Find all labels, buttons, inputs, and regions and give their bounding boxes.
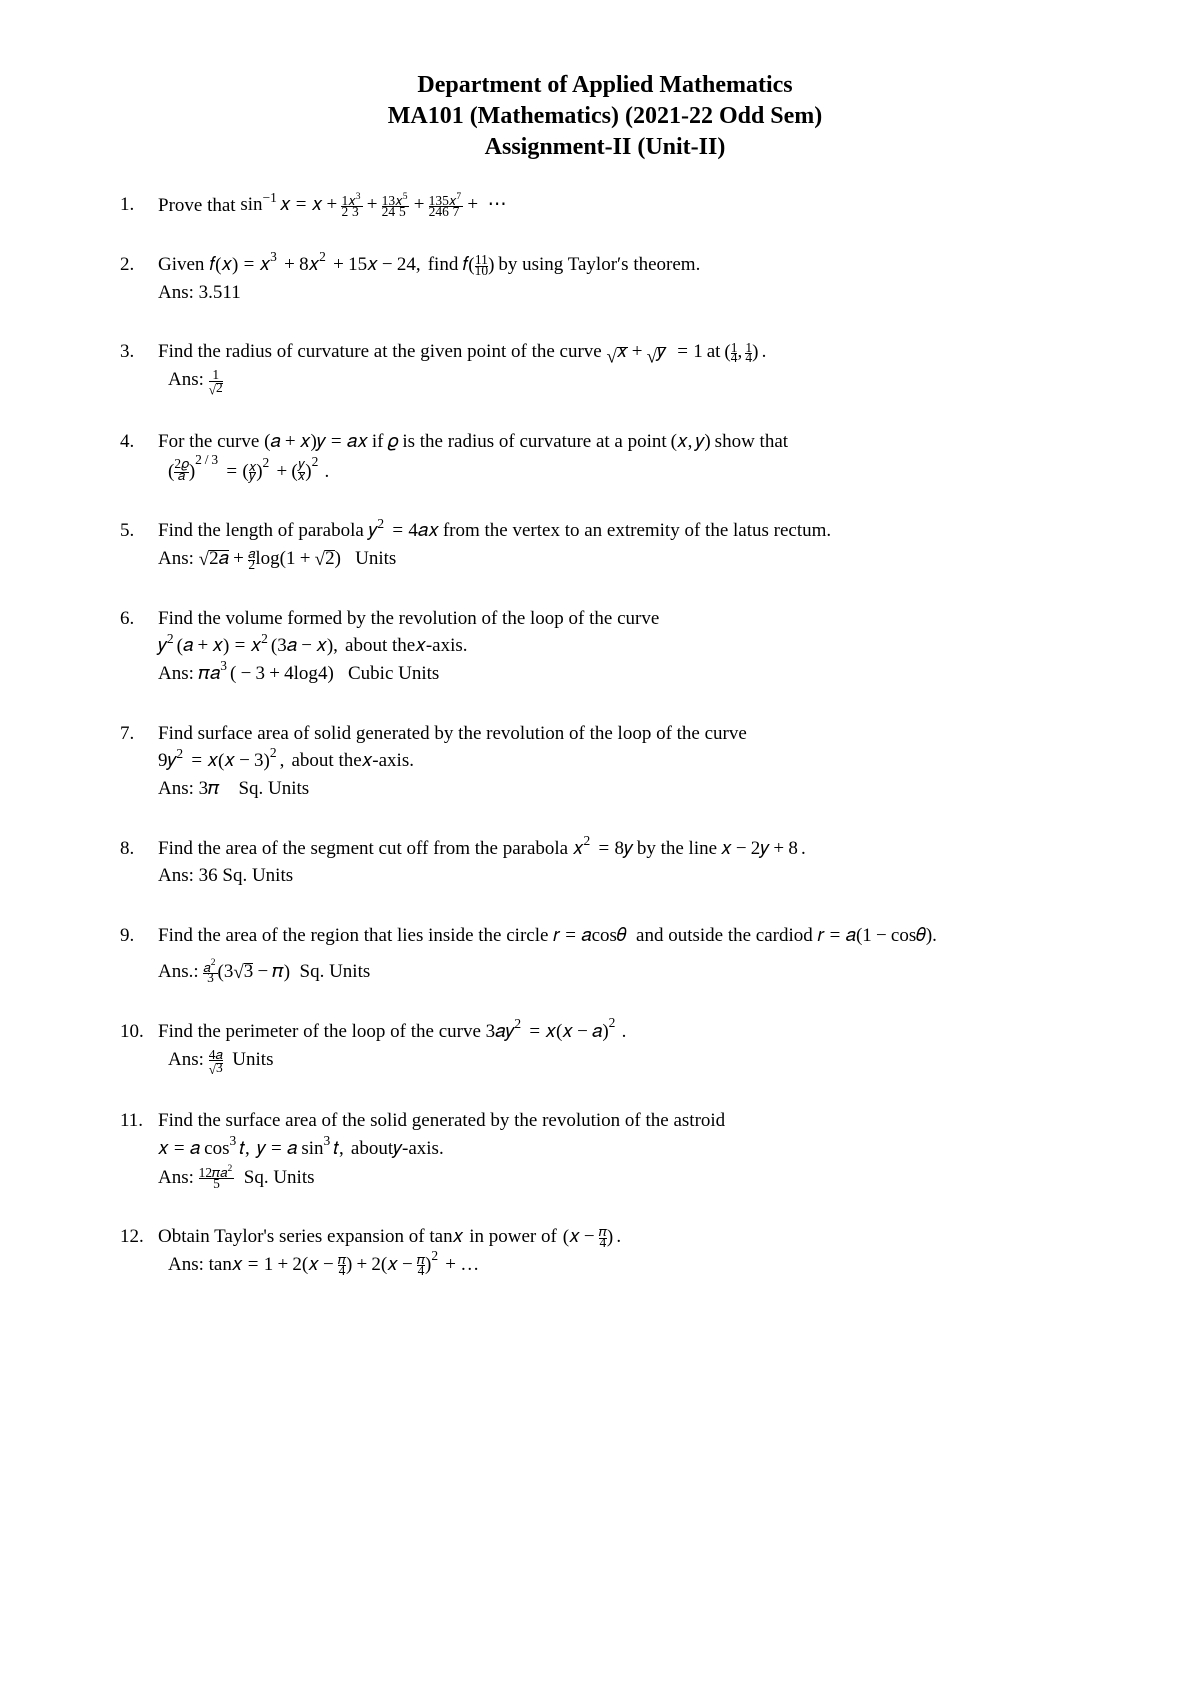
math-expression: y2=4ax from the vertex to an extremity o… xyxy=(369,520,832,541)
question-prefix: Find the length of parabola xyxy=(158,520,369,541)
problem-text: For the curve (a+x)y=ax ifϱ is the radiu… xyxy=(158,429,1090,455)
problem-text: Find the perimeter of the loop of the cu… xyxy=(158,1019,1090,1045)
question-prefix: Obtain Taylor's series expansion of xyxy=(158,1226,429,1247)
problem-text: Find the length of parabola y2=4ax from … xyxy=(158,518,1090,544)
math-expression: (2ϱa) 2/3 = (xy)2 + (yx)2 . xyxy=(168,456,332,482)
question-prefix: For the curve xyxy=(158,431,264,452)
math-expression: 3ay2=x (x−a)2. xyxy=(486,1019,630,1042)
math-expression: x=acos3t, y=asin3t, about y-axis. xyxy=(158,1137,444,1158)
answer-text: Ans.: a23 (33−π) Sq. Units xyxy=(158,958,1090,985)
math-expression: r=a⁢cos⁡θ xyxy=(553,928,626,941)
answer-text: Ans: 36 Sq. Units xyxy=(158,863,1090,889)
problem-item: Find the surface area of the solid gener… xyxy=(120,1108,1090,1190)
problem-text: Given f(x)= x3+8x2 +15x−24, find f(1110)… xyxy=(158,252,1090,278)
problem-text: Obtain Taylor's series expansion of tan⁡… xyxy=(158,1224,1090,1250)
math-expression: r=a(1−cos⁡θ) xyxy=(818,927,933,946)
question-prefix: Prove that xyxy=(158,194,240,215)
math-expression: 9y2=x (x−3)2, about the x-axis. xyxy=(158,749,414,772)
math-answer: 12πa25 xyxy=(199,1164,235,1188)
problem-item: Given f(x)= x3+8x2 +15x−24, find f(1110)… xyxy=(120,252,1090,305)
problem-list: Prove that sin−1⁡x =x+ 12x33 + 1234x55 +… xyxy=(120,192,1090,1278)
math-expression: (a+x)y=ax ifϱ is the radius of curvature… xyxy=(264,433,788,452)
problem-text: Find surface area of solid generated by … xyxy=(158,721,1090,747)
header-line-3: Assignment-II (Unit-II) xyxy=(120,132,1090,163)
math-answer: 12 xyxy=(209,371,223,394)
problem-item: Find the volume formed by the revolution… xyxy=(120,606,1090,687)
math-expression: sin−1⁡x =x+ 12x33 + 1234x55 + 123456x77 … xyxy=(240,192,512,216)
question-prefix: Given xyxy=(158,254,209,275)
answer-text: Ans: tan⁡x=1+ 2(x−π4) +2 (x−π4)2 +… xyxy=(158,1252,1090,1278)
problem-item: Find the length of parabola y2=4ax from … xyxy=(120,518,1090,571)
question-prefix: Find the perimeter of the loop of the cu… xyxy=(158,1021,486,1042)
answer-text: Ans: 3.511 xyxy=(158,280,1090,306)
question-prefix: Find the radius of curvature at the give… xyxy=(158,341,606,362)
answer-text: Ans: 4a3 Units xyxy=(158,1047,1090,1075)
problem-item: Find surface area of solid generated by … xyxy=(120,721,1090,802)
problem-text: Prove that sin−1⁡x =x+ 12x33 + 1234x55 +… xyxy=(158,192,1090,219)
math-answer: tan⁡x=1+ 2(x−π4) +2 (x−π4)2 +… xyxy=(209,1252,480,1275)
problem-text: Find the volume formed by the revolution… xyxy=(158,606,1090,632)
math-answer: a23 (33−π) xyxy=(203,958,290,982)
answer-text: Ans: πa3(−3+4log4) Cubic Units xyxy=(158,661,1090,687)
math-answer: 4a3 xyxy=(209,1051,223,1074)
math-expression: y2(a+x) =x2(3a−x), about the x-axis. xyxy=(158,635,468,657)
question-prefix: Find the area of the segment cut off fro… xyxy=(158,838,573,859)
answer-text: Ans: 12 xyxy=(158,367,1090,395)
problem-text: Find the area of the region that lies in… xyxy=(158,923,1090,949)
math-expression: tan⁡x in power of (x−π4). xyxy=(429,1228,624,1247)
math-answer: 3π xyxy=(199,781,220,794)
question-prefix: Find the area of the region that lies in… xyxy=(158,925,553,946)
problem-item: Prove that sin−1⁡x =x+ 12x33 + 1234x55 +… xyxy=(120,192,1090,219)
problem-text: Find the surface area of the solid gener… xyxy=(158,1108,1090,1134)
answer-text: Ans: 3π Sq. Units xyxy=(158,776,1090,802)
problem-item: For the curve (a+x)y=ax ifϱ is the radiu… xyxy=(120,429,1090,485)
math-expression: x2=8y by the line x−2y+8. xyxy=(573,837,809,858)
header-line-1: Department of Applied Mathematics xyxy=(120,70,1090,101)
problem-item: Find the perimeter of the loop of the cu… xyxy=(120,1019,1090,1074)
problem-item: Find the area of the region that lies in… xyxy=(120,923,1090,985)
problem-equation: x=acos3t, y=asin3t, about y-axis. xyxy=(158,1136,1090,1162)
problem-equation: y2(a+x) =x2(3a−x), about the x-axis. xyxy=(158,633,1090,659)
problem-item: Find the radius of curvature at the give… xyxy=(120,339,1090,394)
problem-item: Find the area of the segment cut off fro… xyxy=(120,836,1090,889)
math-expression: x+y=1 at (14,14). xyxy=(606,344,769,363)
problem-item: Obtain Taylor's series expansion of tan⁡… xyxy=(120,1224,1090,1277)
problem-text: Find the area of the segment cut off fro… xyxy=(158,836,1090,862)
math-answer: πa3(−3+4log4) xyxy=(199,662,334,684)
problem-text: Find the radius of curvature at the give… xyxy=(158,339,1090,365)
answer-text: Ans: 12πa25 Sq. Units xyxy=(158,1164,1090,1191)
math-expression: f(x)= x3+8x2 +15x−24, find f(1110) by us… xyxy=(209,253,700,275)
problem-equation: 9y2=x (x−3)2, about the x-axis. xyxy=(158,748,1090,774)
header-line-2: MA101 (Mathematics) (2021-22 Odd Sem) xyxy=(120,101,1090,132)
math-answer: 2a+ a2log(1+2) xyxy=(199,548,341,569)
problem-equation: (2ϱa) 2/3 = (xy)2 + (yx)2 . xyxy=(158,456,1090,484)
answer-text: Ans: 2a+ a2log(1+2) Units xyxy=(158,546,1090,572)
page-header: Department of Applied Mathematics MA101 … xyxy=(120,70,1090,164)
